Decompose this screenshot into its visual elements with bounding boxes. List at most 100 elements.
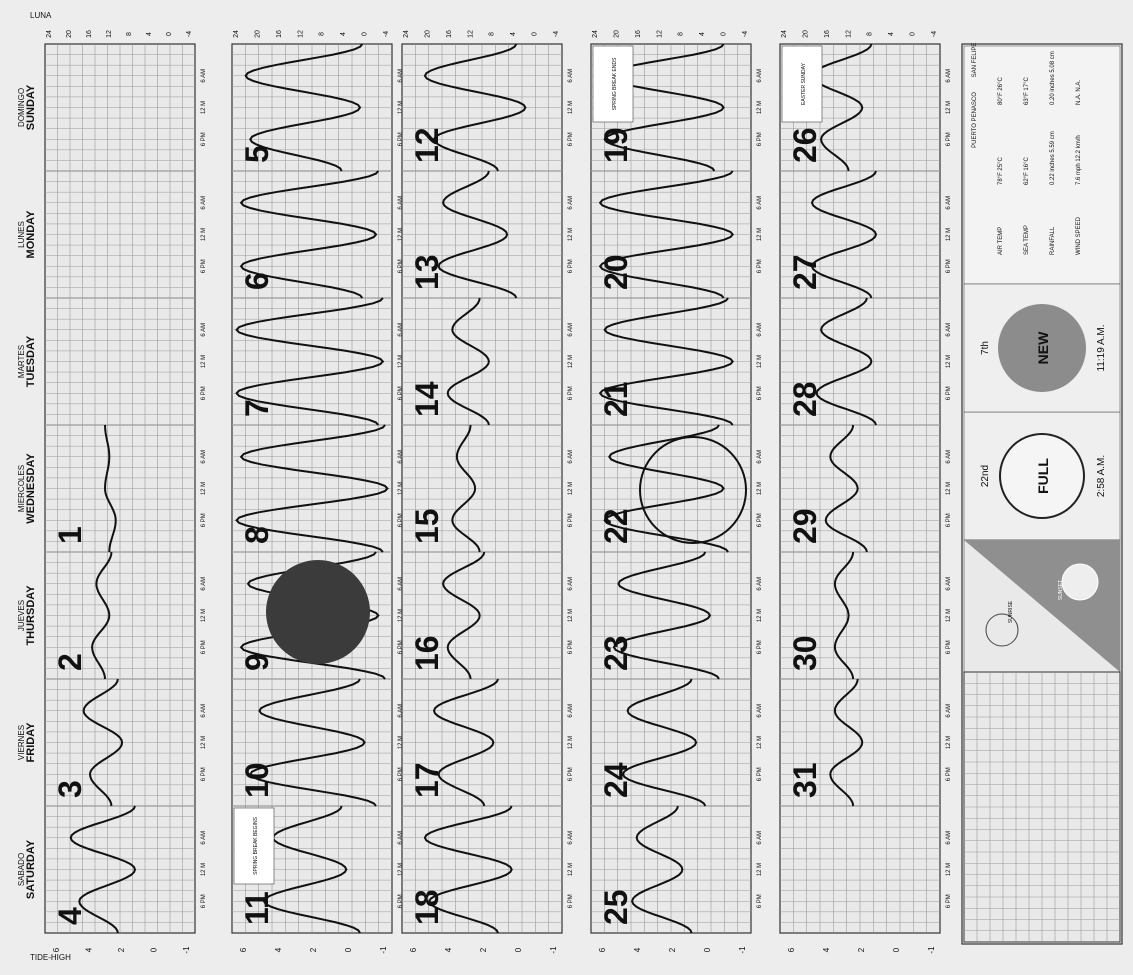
svg-text:6 PM: 6 PM [398,640,404,654]
note-text: SPRING BREAK BEGINS [253,816,259,874]
svg-text:12 M: 12 M [398,863,404,876]
day-label-sunday: DOMINGO SUNDAY [17,84,37,130]
day-number: 20 [598,254,634,290]
top-scale-label: -4 [931,31,938,37]
svg-text:-1: -1 [549,946,558,954]
time-label: 6 PM [757,894,763,908]
svg-text:11:19 A.M.: 11:19 A.M. [1096,324,1107,371]
svg-text:6 PM: 6 PM [201,386,207,400]
time-label: 6 AM [946,577,952,591]
time-label: 12 M [398,482,404,495]
top-scale-label: 16 [824,30,831,38]
svg-text:6 AM: 6 AM [946,577,952,591]
svg-text:6: 6 [409,947,418,952]
top-scale-label: 24 [403,30,410,38]
time-label: 6 AM [757,323,763,337]
svg-text:6 AM: 6 AM [201,831,207,845]
svg-text:6 PM: 6 PM [757,132,763,146]
tide-curve-day-11 [262,805,361,934]
day-number: 3 [52,780,88,798]
tide-curve-day-1 [103,424,117,553]
tide-curve-day-25 [631,805,693,934]
time-label: 6 PM [757,767,763,781]
svg-text:SPRING BREAK BEGINS: SPRING BREAK BEGINS [253,816,259,874]
time-label: 6 AM [757,196,763,210]
time-label: 12 M [568,482,574,495]
svg-text:12 M: 12 M [398,482,404,495]
time-label: 6 AM [398,704,404,718]
time-label: 12 M [201,482,207,495]
svg-text:6 PM: 6 PM [757,259,763,273]
height-tick-label: 2 [857,947,866,952]
weather-column-header: PUERTO PENASCO [972,92,978,148]
svg-text:6 AM: 6 AM [946,704,952,718]
top-scale-label: 0 [532,32,539,36]
time-label: 6 PM [201,259,207,273]
svg-text:12 M: 12 M [946,355,952,368]
svg-text:6 PM: 6 PM [201,259,207,273]
svg-text:1: 1 [52,526,88,544]
svg-text:12 M: 12 M [201,609,207,622]
time-label: 6 PM [568,513,574,527]
svg-text:6 AM: 6 AM [757,577,763,591]
svg-text:6 AM: 6 AM [201,450,207,464]
svg-text:6 PM: 6 PM [757,386,763,400]
svg-text:-1: -1 [182,946,191,954]
top-scale-label: 12 [297,30,304,38]
svg-text:12 M: 12 M [946,101,952,114]
svg-text:4: 4 [822,947,831,952]
svg-text:LUNA: LUNA [30,11,52,20]
day-number: 17 [409,762,445,798]
svg-text:6 AM: 6 AM [568,831,574,845]
time-label: 6 PM [568,894,574,908]
time-label: 6 PM [398,259,404,273]
time-label: 6 AM [201,704,207,718]
day-number: 21 [598,381,634,417]
svg-text:22nd: 22nd [980,465,991,487]
time-label: 6 AM [568,704,574,718]
tide-curve-day-10 [249,678,377,807]
top-scale-label: 4 [699,32,706,36]
tide-curve-day-12 [423,43,527,172]
svg-text:12 M: 12 M [757,482,763,495]
day-label-monday: LUNES MONDAY [17,210,37,259]
time-label: 6 AM [398,69,404,83]
svg-text:25: 25 [598,889,634,925]
svg-text:6 PM: 6 PM [568,386,574,400]
height-tick-label: -1 [182,946,191,954]
top-scale-label: 4 [146,32,153,36]
svg-text:FULL: FULL [1035,458,1051,494]
height-tick-label: 6 [409,947,418,952]
svg-text:20: 20 [598,254,634,290]
svg-text:0: 0 [344,947,353,952]
day-label-en: SATURDAY [25,839,37,899]
svg-text:-1: -1 [927,946,936,954]
time-label: 6 PM [946,767,952,781]
day-number: 29 [787,508,823,544]
moon-marker-new [266,560,370,664]
svg-text:62°F 16°C: 62°F 16°C [1024,157,1030,185]
time-label: 6 AM [398,450,404,464]
time-label: 6 AM [568,69,574,83]
time-label: 6 PM [568,640,574,654]
svg-text:2:58 A.M.: 2:58 A.M. [1096,455,1107,497]
tide-curve-day-19 [603,43,725,172]
time-label: 6 PM [757,386,763,400]
time-label: 6 AM [201,831,207,845]
sunset-icon [1061,563,1099,601]
time-label: 6 AM [568,577,574,591]
svg-text:12 M: 12 M [398,228,404,241]
time-label: 12 M [946,228,952,241]
svg-text:3: 3 [52,780,88,798]
time-label: 6 AM [201,323,207,337]
time-label: 12 M [568,228,574,241]
svg-text:0: 0 [703,947,712,952]
svg-text:12 M: 12 M [568,355,574,368]
svg-text:6 PM: 6 PM [946,132,952,146]
top-scale-label: 24 [592,30,599,38]
svg-text:30: 30 [787,635,823,671]
svg-text:2: 2 [668,947,677,952]
day-number: 26 [787,127,823,163]
svg-text:6 PM: 6 PM [757,894,763,908]
